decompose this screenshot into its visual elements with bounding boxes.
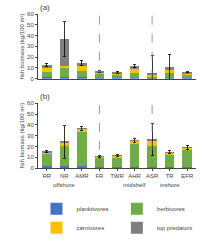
svg-text:top predators: top predators — [157, 225, 192, 231]
svg-text:EFR: EFR — [181, 173, 194, 179]
svg-text:60: 60 — [27, 11, 34, 17]
svg-text:50: 50 — [27, 22, 34, 28]
svg-text:10: 10 — [27, 65, 34, 71]
svg-text:offshore: offshore — [53, 182, 75, 188]
svg-text:(b): (b) — [40, 92, 50, 101]
svg-text:50: 50 — [27, 111, 34, 117]
svg-text:AHR: AHR — [128, 173, 141, 179]
svg-text:NR: NR — [60, 173, 69, 179]
svg-text:fish biomass (kg/100 m²): fish biomass (kg/100 m²) — [19, 103, 25, 169]
svg-text:carnivores: carnivores — [77, 225, 105, 231]
svg-text:AMR: AMR — [75, 173, 89, 179]
svg-text:FR: FR — [95, 173, 104, 179]
svg-text:40: 40 — [27, 122, 34, 128]
svg-text:inshore: inshore — [160, 182, 180, 188]
svg-text:40: 40 — [27, 33, 34, 39]
svg-text:30: 30 — [27, 43, 34, 49]
svg-text:midshelf: midshelf — [123, 182, 146, 188]
svg-text:fish biomass (kg/100 m²): fish biomass (kg/100 m²) — [19, 13, 25, 79]
svg-text:planktivores: planktivores — [77, 206, 109, 212]
svg-text:ASR: ASR — [146, 173, 159, 179]
svg-text:0: 0 — [30, 76, 34, 82]
svg-text:0: 0 — [30, 165, 34, 171]
svg-text:20: 20 — [27, 54, 34, 60]
svg-text:30: 30 — [27, 133, 34, 139]
svg-text:herbivores: herbivores — [157, 206, 185, 212]
svg-text:RR: RR — [42, 173, 51, 179]
svg-text:20: 20 — [27, 144, 34, 150]
svg-text:10: 10 — [27, 154, 34, 160]
svg-text:TWR: TWR — [110, 173, 124, 179]
svg-text:TR: TR — [166, 173, 175, 179]
svg-text:60: 60 — [27, 100, 34, 106]
svg-text:(a): (a) — [40, 3, 50, 12]
